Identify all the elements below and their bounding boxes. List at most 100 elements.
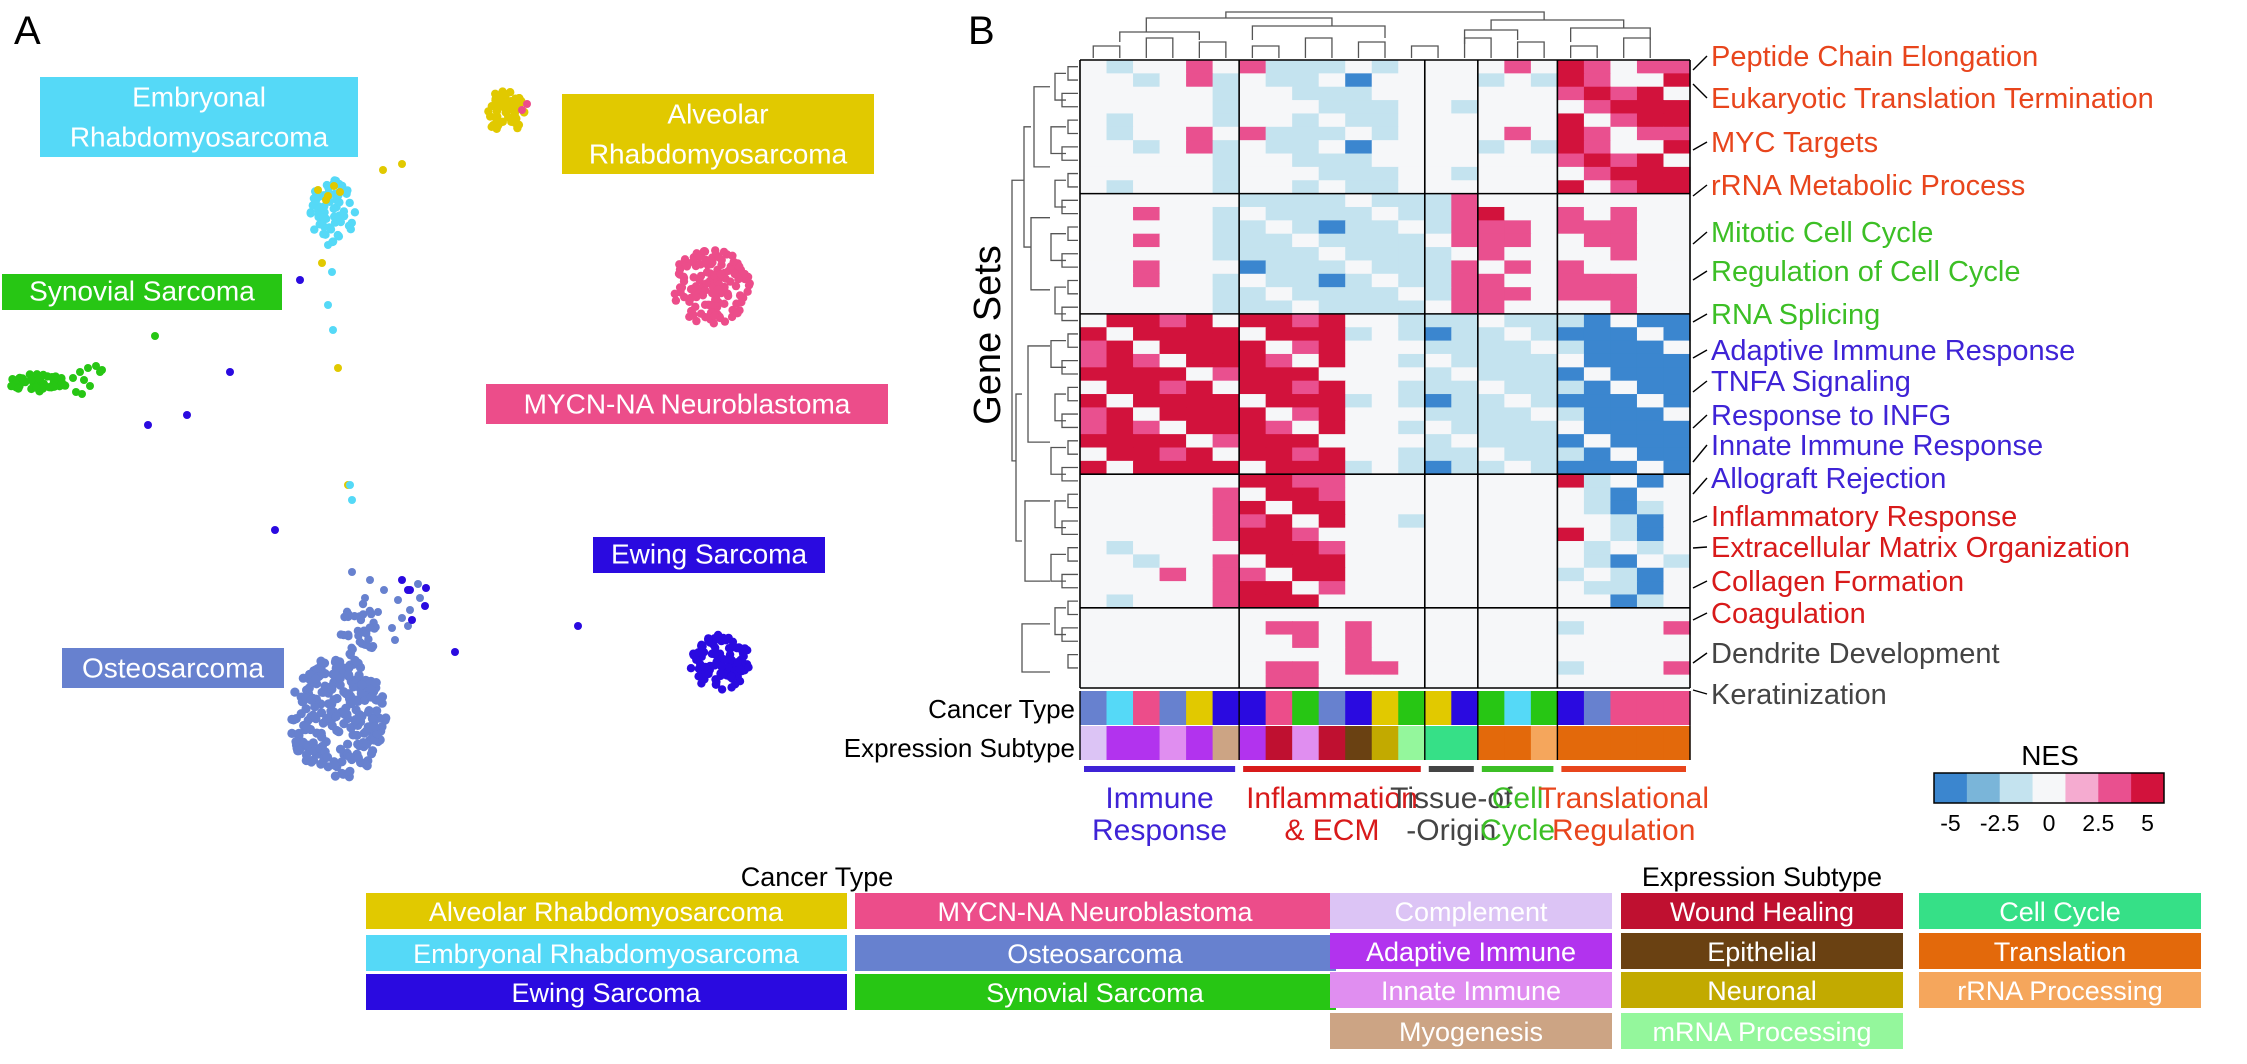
scatter-point bbox=[722, 636, 731, 645]
scatter-point bbox=[730, 269, 739, 279]
heatmap-cell bbox=[1371, 340, 1399, 355]
scatter-point bbox=[339, 630, 348, 640]
scatter-point bbox=[486, 112, 495, 121]
heatmap-cell bbox=[1371, 60, 1399, 74]
scatter-label-text: Embryonal bbox=[132, 82, 266, 113]
heatmap-cell bbox=[1610, 327, 1638, 342]
heatmap-cell bbox=[1663, 126, 1691, 141]
heatmap-cell bbox=[1636, 581, 1665, 596]
dendrogram-branch bbox=[1011, 179, 1024, 462]
heatmap-cell bbox=[1106, 527, 1134, 542]
heatmap-cell bbox=[1636, 554, 1665, 569]
heatmap-cell bbox=[1159, 554, 1187, 569]
heatmap-cell bbox=[1265, 300, 1293, 315]
scatter-point bbox=[379, 166, 387, 174]
heatmap-cell bbox=[1610, 594, 1638, 609]
heatmap-cell bbox=[1424, 287, 1452, 302]
heatmap-cell bbox=[1663, 607, 1691, 622]
dendrogram-branch bbox=[1198, 41, 1227, 58]
heatmap-cell bbox=[1133, 474, 1161, 489]
heatmap-cell bbox=[1318, 100, 1346, 115]
heatmap-cell bbox=[1318, 60, 1346, 74]
legend-label: Innate Immune bbox=[1381, 976, 1561, 1006]
heatmap-cell bbox=[1663, 247, 1691, 262]
heatmap-cell bbox=[1292, 674, 1320, 689]
heatmap-cell bbox=[1636, 153, 1665, 168]
heatmap-cell bbox=[1610, 206, 1638, 221]
scatter-point bbox=[406, 606, 414, 614]
heatmap-cell bbox=[1371, 153, 1399, 168]
subtype-cell bbox=[1265, 726, 1293, 760]
legend-swatch bbox=[1919, 933, 2201, 969]
heatmap-cell bbox=[1133, 541, 1161, 555]
heatmap-cell bbox=[1530, 180, 1558, 195]
heatmap-cell bbox=[1424, 327, 1452, 342]
nes-swatch bbox=[1999, 773, 2034, 803]
scatter-point bbox=[331, 711, 341, 722]
scatter-point bbox=[329, 326, 337, 334]
heatmap-cell bbox=[1318, 567, 1346, 582]
heatmap-cell bbox=[1345, 340, 1373, 355]
heatmap-cell bbox=[1292, 166, 1320, 181]
heatmap-cell bbox=[1636, 447, 1665, 462]
heatmap-cell bbox=[1345, 206, 1373, 221]
dendrogram-branch bbox=[1067, 493, 1078, 509]
heatmap-cell bbox=[1186, 353, 1214, 368]
heatmap-cell bbox=[1530, 233, 1558, 248]
heatmap-cell bbox=[1424, 554, 1452, 569]
heatmap-cell bbox=[1557, 86, 1585, 101]
heatmap-cell bbox=[1504, 380, 1532, 395]
heatmap-cell bbox=[1398, 73, 1426, 88]
heatmap-cell bbox=[1080, 100, 1108, 115]
scatter-point bbox=[301, 704, 311, 714]
heatmap-cell bbox=[1477, 500, 1505, 515]
gene-set-label: Keratinization bbox=[1711, 679, 1887, 711]
heatmap-cell bbox=[1186, 474, 1214, 489]
heatmap-cell bbox=[1504, 394, 1532, 408]
heatmap-cell bbox=[1663, 100, 1691, 115]
heatmap-cell bbox=[1371, 407, 1399, 422]
heatmap-cell bbox=[1345, 674, 1373, 689]
scatter-point bbox=[355, 662, 366, 673]
legend-swatch bbox=[855, 893, 1336, 929]
heatmap-cell bbox=[1530, 153, 1558, 168]
heatmap-cell bbox=[1292, 287, 1320, 302]
heatmap-cell bbox=[1610, 260, 1638, 275]
scatter-point bbox=[719, 247, 729, 257]
heatmap-cell bbox=[1292, 394, 1320, 408]
heatmap-cell bbox=[1504, 233, 1532, 248]
scatter-point bbox=[287, 728, 297, 739]
heatmap-cell bbox=[1186, 287, 1214, 302]
heatmap-cell bbox=[1610, 407, 1638, 422]
nes-tick-label: 0 bbox=[2043, 810, 2056, 836]
legend-label: Synovial Sarcoma bbox=[986, 978, 1205, 1008]
group-bar bbox=[1084, 766, 1236, 772]
dendrogram-branch bbox=[1092, 45, 1121, 58]
heatmap-cell bbox=[1159, 140, 1187, 155]
heatmap-cell bbox=[1159, 367, 1187, 382]
heatmap-cell bbox=[1557, 367, 1585, 382]
heatmap-cell bbox=[1371, 541, 1399, 555]
heatmap-cell bbox=[1080, 153, 1108, 168]
heatmap-cell bbox=[1583, 581, 1612, 596]
heatmap-cell bbox=[1186, 634, 1214, 649]
heatmap-cell bbox=[1212, 407, 1240, 422]
heatmap-cell bbox=[1636, 220, 1665, 235]
label-connector bbox=[1692, 444, 1708, 463]
dendrogram-branch bbox=[1570, 45, 1598, 58]
heatmap-cell bbox=[1424, 527, 1452, 542]
heatmap-cell bbox=[1610, 287, 1638, 302]
gene-set-label: RNA Splicing bbox=[1711, 299, 1880, 331]
heatmap-cell bbox=[1451, 661, 1479, 676]
scatter-point bbox=[733, 309, 742, 318]
subtype-cell bbox=[1583, 726, 1612, 760]
heatmap-cell bbox=[1424, 260, 1452, 275]
heatmap-cell bbox=[1212, 313, 1240, 328]
scatter-point bbox=[711, 680, 721, 689]
scatter-point bbox=[714, 253, 723, 262]
heatmap-cell bbox=[1239, 273, 1267, 288]
scatter-point bbox=[346, 225, 355, 234]
heatmap-cell bbox=[1424, 434, 1452, 449]
scatter-point bbox=[717, 685, 727, 694]
heatmap-cell bbox=[1424, 394, 1452, 408]
